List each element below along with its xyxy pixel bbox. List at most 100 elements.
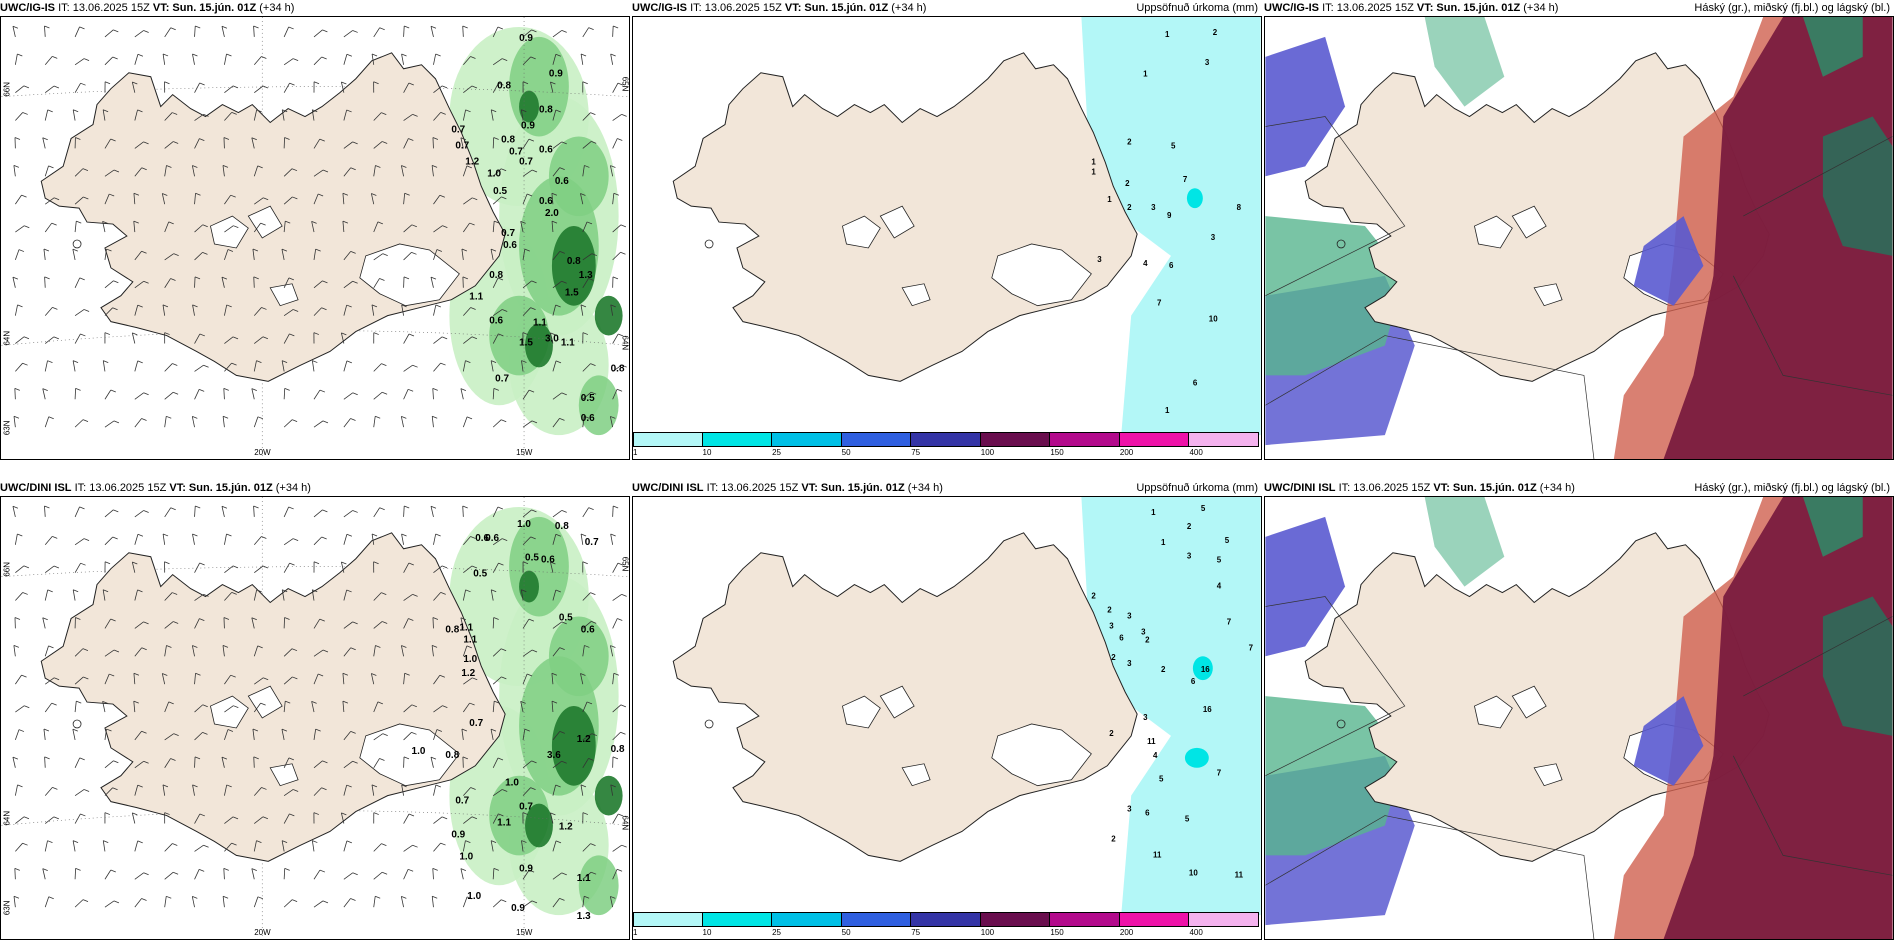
wind-barb-flag [497,757,504,761]
wind-barb [283,562,290,573]
latitude-line [1,566,629,577]
wind-barb-flag [493,387,500,391]
wind-barb-flag [173,621,179,624]
wind-barb-flag [524,248,530,252]
lat-label: 66N [2,82,11,97]
wind-barb-flag [490,360,497,364]
wind-barb [610,165,614,177]
wind-barb [612,704,622,713]
wind-barb [373,871,383,880]
wind-barb-flag [192,165,198,168]
wind-barb [253,307,262,316]
wind-barb [74,813,81,824]
colorbar-swatch [633,912,703,927]
glacier [247,205,283,239]
glacier [879,205,915,239]
wind-barb-flag [289,562,295,566]
wind-barb [522,56,531,66]
wind-barb-flag [435,533,441,537]
wind-barb-flag [472,677,478,681]
panel-header: UWC/IG-IS IT: 13.06.2025 15Z VT: Sun. 15… [1264,0,1894,16]
wind-barb [164,165,167,177]
wind-barb [283,309,294,316]
wind-barb [134,54,139,65]
wind-barb-flag [561,510,567,513]
init-time: IT: 13.06.2025 15Z [690,2,782,14]
wind-barb [283,813,290,824]
wind-barb [612,389,618,400]
wind-barb [164,416,167,428]
thick-cloud [1822,596,1893,736]
wind-barb-flag [526,193,533,197]
wind-barb-flag [561,141,567,145]
wind-barb [44,756,46,768]
wind-barb-flag [288,277,295,281]
wind-barb [463,677,473,685]
precip-value: 0.5 [493,186,507,197]
wind-barb [194,756,196,768]
wind-barb-flag [472,197,478,201]
wind-barb-flag [170,27,176,31]
field-title: Háský (gr.), miðský (fj.bl.) og lágský (… [1694,482,1890,494]
wind-barb-flag [113,900,120,904]
wind-barb-flag [319,869,326,873]
wind-barb-flag [432,387,438,391]
precip-value: 7 [1183,175,1188,184]
wind-barb-flag [192,645,198,648]
wind-barb-flag [346,53,353,57]
precip-value: 3 [1127,659,1132,668]
colorbar-label: 1 [633,928,638,937]
wind-barb [74,82,81,93]
precip-value: 0.5 [473,569,487,580]
wind-barb [104,56,113,66]
wind-barb [343,510,353,518]
wind-barb [253,645,259,657]
map-canvas[interactable]: 20W 15W66N64N63N65N64N0.90.90.80.80.90.70… [0,16,630,460]
wind-barb-flag [83,676,89,680]
wind-barb [460,388,464,400]
wind-barb [492,196,502,205]
glacier [210,215,249,249]
wind-barb [373,733,383,741]
wind-barb [521,360,524,372]
wind-barb [430,277,434,288]
precip-value: 5 [1201,504,1206,513]
precip-value: 2 [1187,522,1192,531]
map-canvas[interactable] [1264,496,1894,940]
wind-barb [432,388,434,400]
wind-barb-flag [112,536,118,540]
wind-barb [281,840,285,852]
wind-barb-flag [313,332,320,335]
precip-value: 3 [1127,611,1132,620]
wind-barb-flag [143,872,149,876]
panel-clouds-dini: UWC/DINI ISL IT: 13.06.2025 15Z VT: Sun.… [1264,480,1894,940]
wind-barb-flag [44,505,50,509]
wind-barb [522,649,533,657]
wind-barb-flag [143,760,149,764]
wind-barb-flag [192,416,198,419]
map-canvas[interactable] [1264,16,1894,460]
wind-barb [311,109,315,121]
wind-barb [550,561,554,573]
precip-value: 0.8 [567,256,581,267]
wind-barb-flag [350,898,356,901]
precip-value: 3 [1141,627,1146,636]
precip-value: 1.0 [487,168,501,179]
wind-barb [433,675,441,685]
wind-barb-flag [143,141,149,145]
wind-barb-flag [403,276,410,280]
wind-barb-flag [137,360,143,364]
precip-value: 3.0 [545,334,559,345]
precip-value: 0.9 [519,863,533,874]
wind-barb-flag [555,533,561,537]
wind-barb [343,731,352,741]
wind-barb [253,25,255,37]
precip-value: 0.6 [489,316,503,327]
wind-barb [433,705,443,713]
wind-barb [44,165,49,177]
init-time: IT: 13.06.2025 15Z [58,2,150,14]
wind-barb [224,85,234,93]
